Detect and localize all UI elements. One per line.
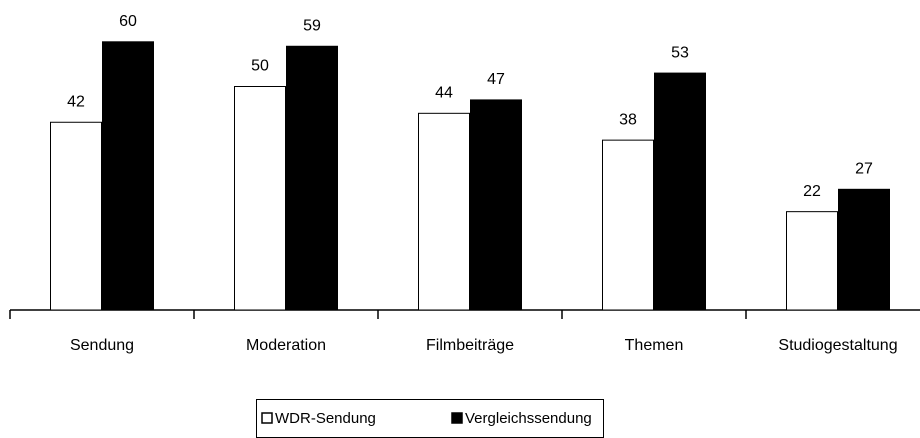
x-tick-label: Themen (625, 337, 684, 354)
x-tick-label: Sendung (70, 337, 134, 354)
bar (838, 188, 890, 311)
value-label: 22 (803, 183, 821, 200)
bar (786, 211, 838, 311)
value-label: 42 (67, 93, 85, 110)
value-label: 50 (251, 58, 269, 75)
bar (470, 99, 522, 311)
x-tick-label: Studiogestaltung (778, 337, 897, 354)
bar (286, 45, 338, 311)
value-label: 60 (119, 13, 137, 30)
bar (654, 72, 706, 311)
value-label: 53 (671, 44, 689, 61)
value-label: 38 (619, 111, 637, 128)
value-label: 27 (855, 161, 873, 178)
x-tick-label: Filmbeiträge (426, 337, 514, 354)
value-label: 44 (435, 85, 453, 102)
bar (50, 121, 102, 311)
bar (102, 41, 154, 311)
legend-label: WDR-Sendung (275, 410, 376, 427)
legend-marker (261, 412, 273, 424)
bar (602, 139, 654, 311)
legend-box (256, 399, 604, 438)
bar (234, 86, 286, 311)
bar (418, 112, 470, 311)
x-tick-label: Moderation (246, 337, 326, 354)
legend-label: Vergleichssendung (465, 410, 592, 427)
legend-marker (451, 412, 463, 424)
value-label: 47 (487, 71, 505, 88)
value-label: 59 (303, 17, 321, 34)
